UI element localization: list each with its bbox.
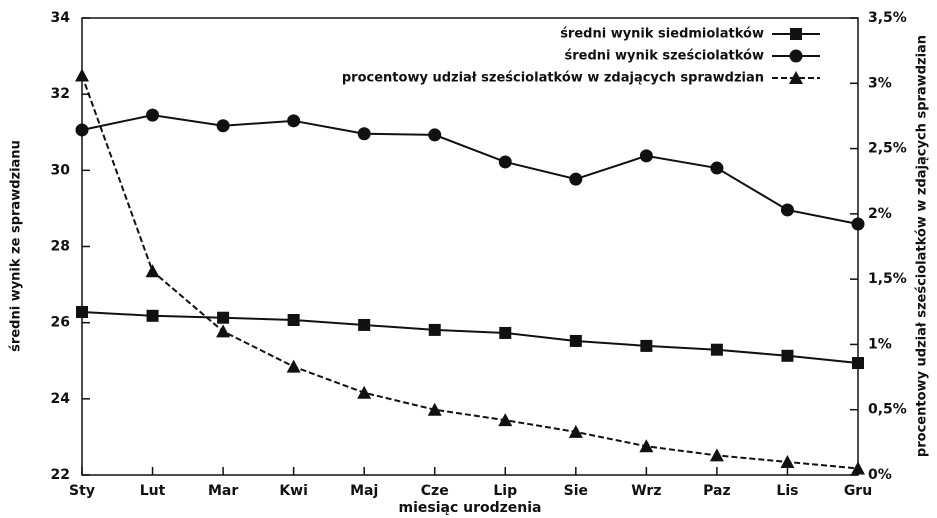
y2-tick-label: 2% [868,206,892,222]
data-point [640,339,653,352]
data-point [428,128,442,142]
y-tick-label: 26 [51,315,70,331]
legend-marker [789,49,803,63]
x-tick-label: Lip [493,483,517,499]
y2-tick-label: 0% [868,467,892,483]
y-axis-label: średni wynik ze sprawdzianu [9,140,24,352]
plot-frame [81,17,859,476]
data-point [286,359,301,373]
data-point [358,318,371,331]
x-tick-label: Lis [776,483,798,499]
data-point [146,108,160,122]
legend-label: średni wynik sześciolatków [564,49,764,64]
legend-label: procentowy udział sześciolatków w zdając… [342,71,764,86]
data-point [427,402,442,416]
series-line [81,114,859,226]
data-point [217,311,230,324]
y-tick-label: 28 [51,239,70,255]
data-point [146,309,159,322]
data-point [709,448,724,462]
y-tick-label: 22 [51,467,70,483]
data-point [357,127,371,141]
data-point [851,461,865,475]
x-tick-label: Paz [703,483,730,499]
y-tick-label: 32 [51,86,70,102]
series-line [81,311,859,365]
y2-tick-label: 1,5% [868,271,907,287]
data-point [710,343,723,356]
x-axis-label: miesiąc urodzenia [398,500,541,516]
data-point [569,334,582,347]
y2-tick-label: 0,5% [868,402,907,418]
data-point [357,385,372,399]
data-point [287,114,301,128]
x-tick-label: Sie [564,483,588,499]
y2-tick-label: 2,5% [868,141,907,157]
y2-axis-label: procentowy udział sześciolatków w zdając… [915,35,930,457]
data-point [428,323,441,336]
y-tick-label: 30 [51,162,71,178]
data-point [287,314,300,327]
x-tick-label: Lut [140,483,166,499]
data-point [76,306,88,319]
data-point [498,413,513,427]
data-point [75,68,89,82]
x-tick-label: Sty [69,483,95,499]
x-tick-label: Cze [421,483,449,499]
x-tick-label: Mar [208,483,238,499]
data-point [852,357,864,370]
y2-tick-label: 3,5% [868,10,907,26]
data-point [569,172,583,186]
x-tick-label: Wrz [631,483,661,499]
x-tick-label: Maj [350,483,378,499]
data-point [851,217,865,231]
legend-label: średni wynik siedmiolatków [560,27,764,42]
data-point [639,439,654,453]
data-point [499,326,512,339]
data-point [710,161,724,175]
legend-marker [790,28,802,40]
x-tick-label: Kwi [279,483,308,499]
data-point [145,264,160,278]
data-point [498,155,512,169]
y-tick-label: 24 [51,391,71,407]
y-tick-label: 34 [51,10,71,26]
data-point [639,149,653,163]
y2-tick-label: 1% [868,336,892,352]
data-point [216,324,231,338]
data-point [780,203,794,217]
y2-tick-label: 3% [868,75,892,91]
series-line [81,75,859,470]
x-tick-label: Gru [844,483,872,499]
data-point [781,349,794,362]
data-point [780,454,795,468]
data-point [216,119,230,133]
data-point [75,123,89,137]
legend-marker [789,71,803,84]
data-point [568,424,583,438]
